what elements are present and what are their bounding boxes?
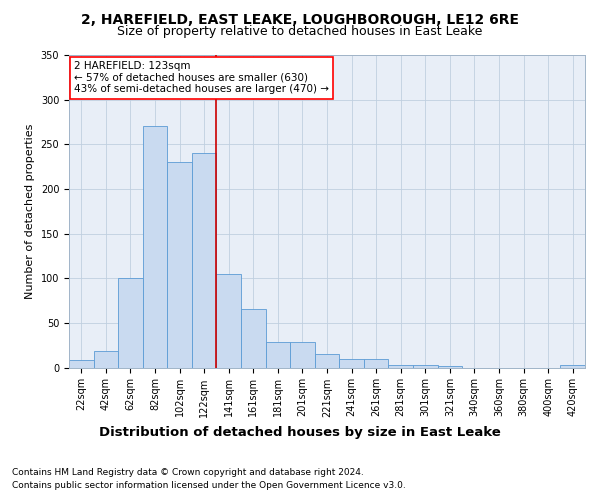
Bar (94, 350, 118, 368)
Bar (118, 278, 143, 368)
Bar (167, 162, 192, 368)
Bar (69, 360, 94, 368)
Text: Contains HM Land Registry data © Crown copyright and database right 2024.: Contains HM Land Registry data © Crown c… (12, 468, 364, 477)
Bar (217, 274, 241, 368)
Bar (339, 358, 364, 368)
Bar (364, 358, 388, 368)
Bar (143, 126, 167, 368)
Y-axis label: Number of detached properties: Number of detached properties (25, 124, 35, 299)
Bar (266, 342, 290, 367)
Bar (560, 365, 585, 368)
Bar (315, 354, 339, 368)
Bar (241, 308, 266, 368)
Bar (388, 365, 413, 368)
Text: 2, HAREFIELD, EAST LEAKE, LOUGHBOROUGH, LE12 6RE: 2, HAREFIELD, EAST LEAKE, LOUGHBOROUGH, … (81, 12, 519, 26)
Text: Contains public sector information licensed under the Open Government Licence v3: Contains public sector information licen… (12, 480, 406, 490)
Text: Size of property relative to detached houses in East Leake: Size of property relative to detached ho… (118, 25, 482, 38)
Bar (290, 342, 315, 367)
Bar (413, 365, 437, 368)
Bar (192, 153, 217, 368)
Text: 2 HAREFIELD: 123sqm
← 57% of detached houses are smaller (630)
43% of semi-detac: 2 HAREFIELD: 123sqm ← 57% of detached ho… (74, 61, 329, 94)
Bar (437, 366, 462, 368)
Text: Distribution of detached houses by size in East Leake: Distribution of detached houses by size … (99, 426, 501, 439)
